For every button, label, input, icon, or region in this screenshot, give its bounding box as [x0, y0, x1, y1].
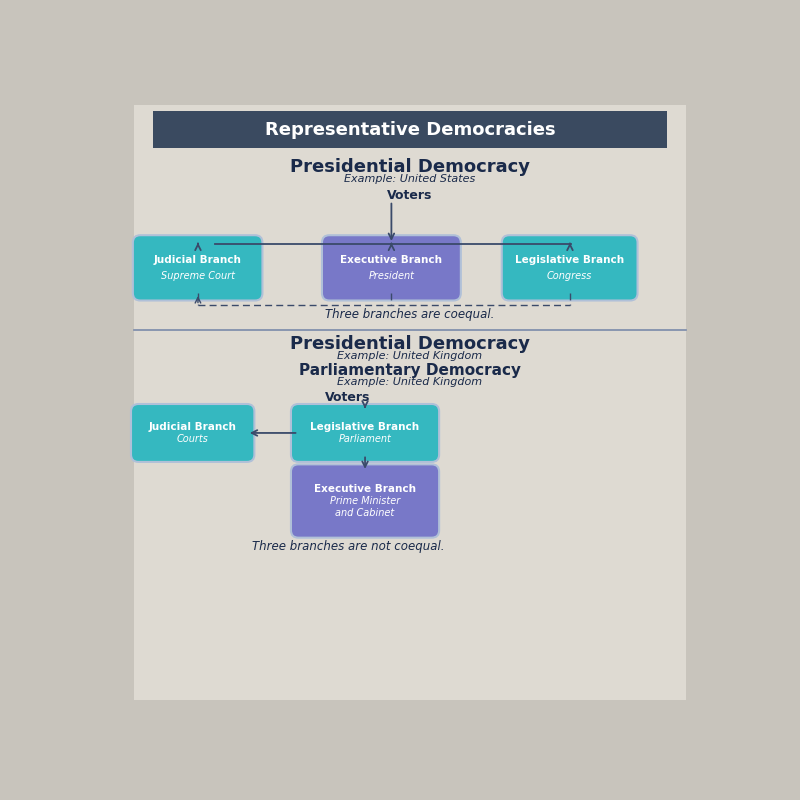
- Text: Presidential Democracy: Presidential Democracy: [290, 334, 530, 353]
- FancyBboxPatch shape: [134, 106, 686, 700]
- Text: Judicial Branch: Judicial Branch: [154, 255, 242, 265]
- FancyBboxPatch shape: [153, 111, 667, 148]
- Text: Voters: Voters: [326, 391, 370, 404]
- Text: Example: United Kingdom: Example: United Kingdom: [338, 351, 482, 361]
- Text: Presidential Democracy: Presidential Democracy: [290, 158, 530, 176]
- Text: and Cabinet: and Cabinet: [335, 508, 394, 518]
- Text: Legislative Branch: Legislative Branch: [515, 255, 624, 265]
- FancyBboxPatch shape: [322, 235, 461, 301]
- Text: Congress: Congress: [547, 271, 592, 282]
- FancyBboxPatch shape: [291, 464, 439, 538]
- Text: Executive Branch: Executive Branch: [341, 255, 442, 265]
- FancyBboxPatch shape: [502, 235, 638, 301]
- Text: Supreme Court: Supreme Court: [161, 271, 234, 282]
- Text: Courts: Courts: [177, 434, 209, 444]
- Text: Example: United States: Example: United States: [344, 174, 476, 183]
- Text: Three branches are coequal.: Three branches are coequal.: [326, 308, 494, 321]
- Text: Three branches are not coequal.: Three branches are not coequal.: [252, 541, 444, 554]
- Text: Example: United Kingdom: Example: United Kingdom: [338, 377, 482, 387]
- FancyBboxPatch shape: [291, 404, 439, 462]
- FancyBboxPatch shape: [131, 404, 254, 462]
- FancyBboxPatch shape: [133, 235, 262, 301]
- Text: Voters: Voters: [387, 190, 433, 202]
- Text: Parliamentary Democracy: Parliamentary Democracy: [299, 363, 521, 378]
- Text: Parliament: Parliament: [338, 434, 391, 444]
- Text: President: President: [368, 271, 414, 282]
- Text: Judicial Branch: Judicial Branch: [149, 422, 237, 432]
- Text: Legislative Branch: Legislative Branch: [310, 422, 420, 432]
- Text: Executive Branch: Executive Branch: [314, 484, 416, 494]
- Text: Representative Democracies: Representative Democracies: [265, 121, 555, 139]
- Text: Prime Minister: Prime Minister: [330, 496, 400, 506]
